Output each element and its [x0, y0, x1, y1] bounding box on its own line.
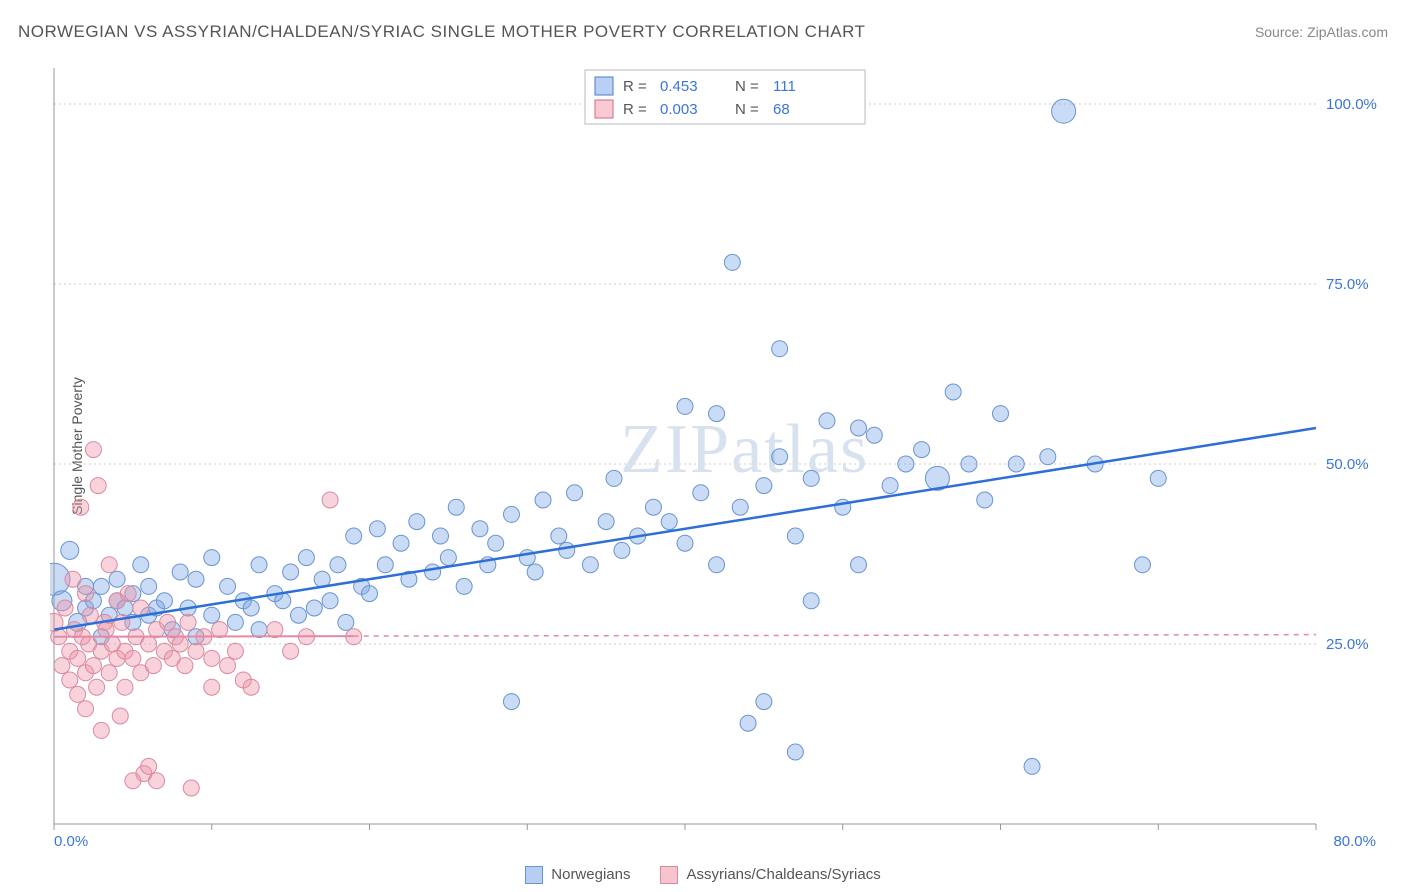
svg-text:N =: N =: [735, 101, 759, 118]
svg-text:R =: R =: [623, 78, 647, 95]
svg-text:111: 111: [773, 78, 796, 95]
svg-text:68: 68: [773, 101, 790, 118]
chart-header: NORWEGIAN VS ASSYRIAN/CHALDEAN/SYRIAC SI…: [18, 22, 1388, 42]
chart-source: Source: ZipAtlas.com: [1255, 24, 1388, 40]
svg-text:50.0%: 50.0%: [1326, 456, 1369, 473]
svg-text:75.0%: 75.0%: [1326, 276, 1369, 293]
svg-text:N =: N =: [735, 78, 759, 95]
legend-swatch-icon: [525, 866, 543, 884]
svg-text:0.0%: 0.0%: [54, 833, 88, 850]
svg-text:0.003: 0.003: [660, 101, 698, 118]
svg-text:80.0%: 80.0%: [1333, 833, 1376, 850]
svg-text:0.453: 0.453: [660, 78, 698, 95]
scatter-plot: 25.0%50.0%75.0%100.0%ZIPatlas0.0%80.0%R …: [50, 60, 1386, 852]
chart-svg: 25.0%50.0%75.0%100.0%ZIPatlas0.0%80.0%R …: [50, 60, 1386, 852]
svg-text:100.0%: 100.0%: [1326, 96, 1377, 113]
svg-text:25.0%: 25.0%: [1326, 636, 1369, 653]
legend-bottom: Norwegians Assyrians/Chaldeans/Syriacs: [0, 866, 1406, 884]
svg-text:R =: R =: [623, 101, 647, 118]
legend-item-norwegians: Norwegians: [525, 866, 630, 884]
chart-title: NORWEGIAN VS ASSYRIAN/CHALDEAN/SYRIAC SI…: [18, 22, 865, 42]
legend-item-assyrians: Assyrians/Chaldeans/Syriacs: [660, 866, 880, 884]
legend-swatch-icon: [660, 866, 678, 884]
